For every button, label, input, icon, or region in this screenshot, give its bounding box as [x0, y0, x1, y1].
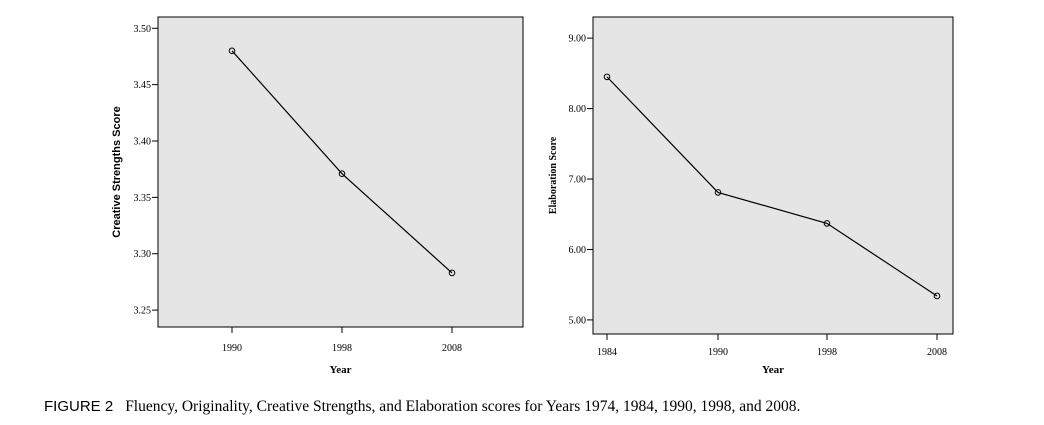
- y-tick-label: 3.40: [134, 137, 152, 148]
- y-tick-label: 5.00: [569, 315, 587, 326]
- plot-area: [592, 16, 954, 335]
- y-tick-label: 3.50: [134, 24, 152, 35]
- data-point: [338, 170, 346, 177]
- y-tick-label: 9.00: [569, 34, 587, 45]
- caption-text: Fluency, Originality, Creative Strengths…: [125, 398, 801, 415]
- y-axis-label: Creative Strengths Score: [111, 106, 123, 237]
- data-point: [228, 47, 236, 55]
- x-axis-label: Year: [330, 364, 352, 376]
- series-line: [231, 50, 453, 274]
- y-axis-label: Elaboration Score: [548, 136, 559, 214]
- x-tick-label: 1998: [817, 347, 837, 358]
- x-axis-label: Year: [762, 364, 784, 376]
- data-point: [714, 189, 722, 196]
- x-tick-label: 1990: [222, 343, 242, 354]
- data-point: [448, 269, 456, 277]
- creative-strengths-chart: 3.25 3.30 3.35 3.40 3.45 3.50 1990 1998 2008 Year…: [111, 16, 524, 376]
- x-tick-label: 2008: [442, 343, 462, 354]
- series-line: [606, 76, 938, 297]
- data-point: [823, 220, 831, 227]
- x-tick-label: 1998: [332, 343, 352, 354]
- figure-caption: FIGURE 2 Fluency, Originality, Creative S…: [44, 398, 1034, 416]
- x-tick-label: 1990: [708, 347, 728, 358]
- y-tick-label: 3.25: [134, 306, 152, 317]
- figure-label: FIGURE 2: [44, 398, 114, 415]
- y-tick-label: 8.00: [569, 104, 587, 115]
- elaboration-chart: 5.00 6.00 7.00 8.00 9.00 1984 1990 1998 2008 Year…: [548, 16, 954, 376]
- x-tick-label: 1984: [597, 347, 617, 358]
- data-point: [603, 73, 611, 81]
- y-tick-label: 3.45: [134, 80, 152, 91]
- y-tick-label: 3.30: [134, 249, 152, 260]
- data-point: [933, 292, 941, 300]
- y-tick-label: 7.00: [569, 175, 587, 186]
- x-tick-label: 2008: [927, 347, 947, 358]
- y-tick-label: 3.35: [134, 193, 152, 204]
- y-tick-label: 6.00: [569, 245, 587, 256]
